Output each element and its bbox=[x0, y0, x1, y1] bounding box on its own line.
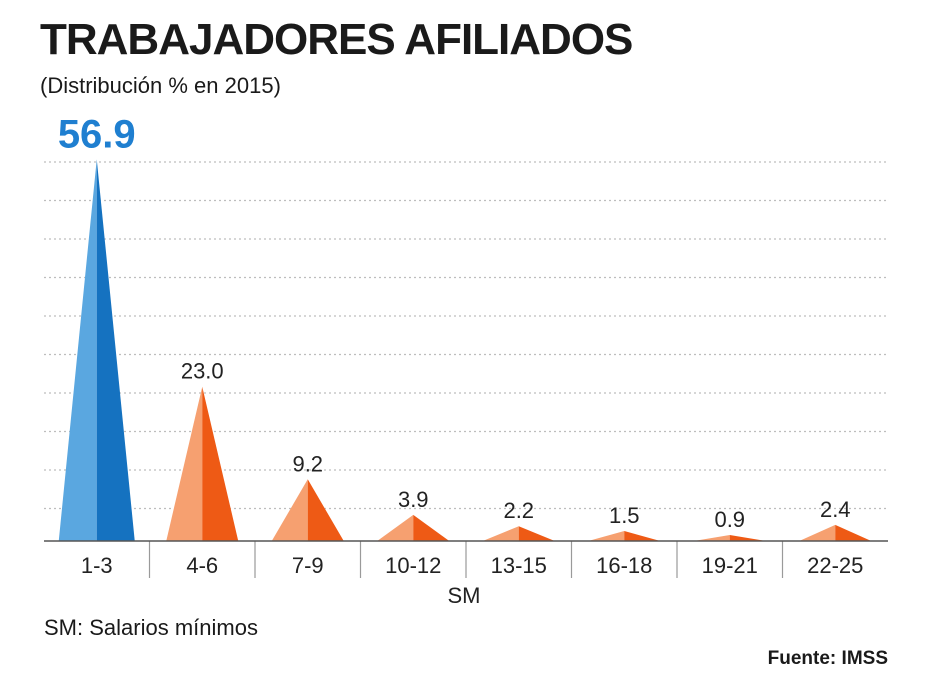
category-dividers bbox=[148, 541, 784, 578]
data-label: 3.9 bbox=[398, 487, 429, 512]
data-label: 23.0 bbox=[181, 359, 224, 384]
x-tick-label: 1-3 bbox=[81, 553, 113, 578]
footnote: SM: Salarios mínimos bbox=[44, 615, 258, 640]
data-label: 2.4 bbox=[820, 497, 851, 522]
bar-right-face bbox=[307, 479, 344, 541]
x-tick-label: 16-18 bbox=[596, 553, 652, 578]
chart-subtitle: (Distribución % en 2015) bbox=[40, 73, 281, 98]
bar-right-face bbox=[202, 386, 239, 541]
bar-right-face bbox=[413, 514, 450, 541]
bar-right-face bbox=[835, 524, 872, 541]
bar-right-face bbox=[518, 526, 555, 541]
x-axis-label: SM bbox=[448, 583, 481, 608]
x-tick-label: 13-15 bbox=[491, 553, 547, 578]
bar-right-face bbox=[624, 530, 661, 541]
bar-left-face bbox=[588, 530, 625, 541]
source-label: Fuente: IMSS bbox=[767, 648, 888, 669]
bar-left-face bbox=[377, 514, 414, 541]
bar-right-face bbox=[729, 534, 766, 541]
x-tick-label: 22-25 bbox=[807, 553, 863, 578]
bar-left-face bbox=[166, 386, 203, 541]
bar-marks: 56.9 23.0 9.2 3.9 2.2 1.5 0.9 2.4 bbox=[58, 112, 872, 542]
bar-left-face bbox=[58, 159, 97, 542]
bar-left-face bbox=[693, 534, 730, 541]
gridlines bbox=[44, 161, 888, 510]
x-tick-label: 10-12 bbox=[385, 553, 441, 578]
x-tick-label: 19-21 bbox=[702, 553, 758, 578]
x-tick-labels: 1-3 4-6 7-9 10-12 13-15 16-18 19-21 22-25 bbox=[81, 553, 864, 578]
data-label: 56.9 bbox=[58, 112, 136, 156]
bar-left-face bbox=[799, 524, 836, 541]
data-label: 2.2 bbox=[503, 498, 534, 523]
x-tick-label: 4-6 bbox=[186, 553, 218, 578]
data-label: 9.2 bbox=[292, 451, 323, 476]
bar-right-face bbox=[96, 159, 135, 542]
bar-left-face bbox=[271, 479, 308, 541]
bar-left-face bbox=[482, 526, 519, 541]
x-tick-label: 7-9 bbox=[292, 553, 324, 578]
data-label: 1.5 bbox=[609, 503, 640, 528]
chart-title: TRABAJADORES AFILIADOS bbox=[40, 15, 633, 64]
data-label: 0.9 bbox=[714, 507, 745, 532]
